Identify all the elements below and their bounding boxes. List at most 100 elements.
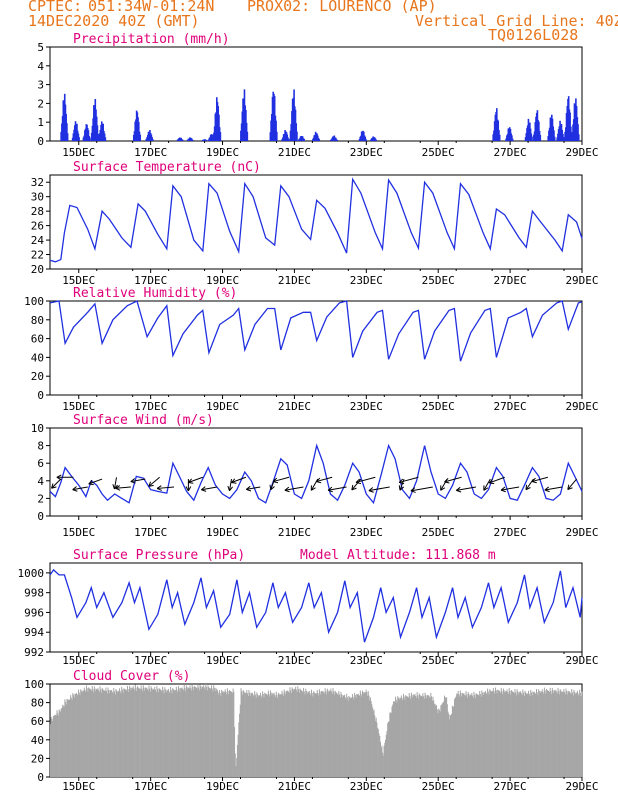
cloud-cover-column [450,714,452,777]
cloud-cover-column [274,695,276,777]
cloud-cover-column [175,686,177,777]
cloud-cover-column [275,697,277,777]
x-tick-label: 27DEC [494,526,527,539]
y-tick-label: 992 [24,646,44,659]
precipitation-bar [553,130,555,141]
cloud-cover-column [479,690,481,777]
cloud-cover-column [555,689,557,777]
cloud-cover-column [466,694,468,777]
y-tick-label: 6 [37,457,44,470]
precipitation-bar [562,137,565,141]
header-location: PROX02: LOURENCO (AP) [247,0,437,15]
wind-arrow [72,486,88,491]
cloud-cover-column [477,694,479,777]
cloud-cover-column [436,709,438,777]
cloud-cover-column [576,693,578,777]
cloud-cover-column [526,693,528,777]
precipitation-bar [287,138,290,141]
cloud-cover-column [64,699,66,777]
cloud-cover-column [283,689,285,777]
cloud-cover-column [440,705,442,777]
cloud-cover-column [241,694,243,777]
cloud-cover-column [315,693,317,777]
y-tick-label: 1000 [18,567,45,580]
cloud-cover-column [369,697,371,777]
y-tick-label: 60 [31,715,44,728]
cloud-cover-column [302,692,304,777]
wind-arrow-head [56,476,62,481]
cloud-cover-column [394,702,396,777]
wind-arrow-head [444,478,449,483]
cloud-cover-column [227,691,229,777]
x-tick-label: 15DEC [62,146,95,159]
cloud-cover-column [377,729,379,777]
cloud-cover-column [154,689,156,777]
cloud-cover-column [236,744,238,777]
y-tick-label: 2 [37,492,44,505]
cloud-cover-column [245,693,247,777]
cloud-cover-column [478,695,480,777]
cloud-cover-column [203,685,205,777]
wind-arrow-head [544,489,550,493]
cloud-cover-column [456,694,458,777]
cloud-cover-column [287,691,289,777]
cloud-cover-column [514,689,516,777]
cloud-cover-column [425,695,427,777]
cloud-cover-column [298,689,300,777]
cloud-cover-column [551,693,553,777]
x-tick-label: 19DEC [206,146,239,159]
y-tick-label: 40 [31,734,44,747]
cloud-cover-column [273,692,275,777]
cloud-cover-column [323,692,325,777]
cloud-cover-column [429,697,431,777]
wind-arrow [231,476,247,483]
cloud-cover-column [316,690,318,777]
panel-annotation: Model Altitude: 111.868 m [300,548,496,563]
cloud-cover-column [116,690,118,777]
cloud-cover-column [188,688,190,777]
cloud-cover-column [418,698,420,777]
precipitation-bar [303,138,305,141]
cloud-cover-column [349,698,351,777]
cloud-cover-column [346,693,348,777]
x-tick-label: 29DEC [565,400,598,413]
cloud-cover-column [420,696,422,777]
y-tick-label: 28 [31,205,44,218]
precipitation-bar [96,125,99,141]
cloud-cover-column [392,701,394,777]
cloud-cover-column [199,684,201,777]
cloud-cover-column [318,689,320,777]
cloud-cover-column [65,704,67,777]
header-grid-note: Vertical Grid Line: 40Z [415,12,618,30]
cloud-cover-column [568,691,570,777]
cloud-cover-column [97,687,99,777]
cloud-cover-column [246,690,248,777]
cloud-cover-column [166,689,168,777]
wind-arrow-head [115,485,121,489]
cloud-cover-column [546,688,548,777]
cloud-cover-column [326,694,328,777]
cloud-cover-column [280,694,282,777]
wind-arrow-head [488,478,493,484]
wind-arrow-head [148,484,154,487]
x-tick-label: 17DEC [134,146,167,159]
cloud-cover-column [567,690,569,777]
cloud-cover-column [371,704,373,777]
cloud-cover-column [156,686,158,777]
cloud-cover-column [492,688,494,777]
cloud-cover-column [266,694,268,777]
wind-arrow-head [398,485,401,491]
cloud-cover-column [114,694,116,777]
cloud-cover-column [411,694,413,777]
wind-arrow [327,486,347,491]
cloud-cover-column [425,698,428,777]
cloud-cover-column [206,686,208,777]
cloud-cover-column [333,694,335,777]
cloud-cover-column [561,691,563,777]
y-tick-label: 1 [37,116,44,129]
cloud-cover-column [236,758,238,777]
x-tick-label: 23DEC [350,274,383,287]
cloud-cover-column [118,691,120,777]
header-coordinates: 051:34W-01:24N [88,0,215,15]
cloud-cover-column [439,711,441,777]
